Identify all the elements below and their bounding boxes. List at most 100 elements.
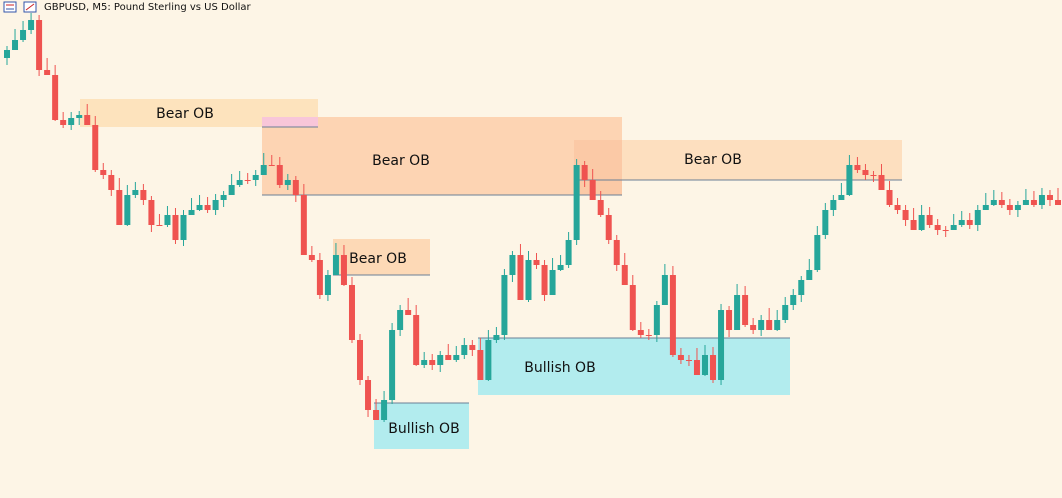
candle-body xyxy=(332,255,339,275)
candle-body xyxy=(661,275,668,305)
candle-body xyxy=(228,185,235,195)
candle-body xyxy=(950,225,957,230)
candle-body xyxy=(357,340,364,380)
candle-body xyxy=(220,195,227,200)
header-title: GBPUSD, M5: Pound Sterling vs US Dollar xyxy=(44,2,252,13)
candle-body xyxy=(116,190,123,225)
candle-body xyxy=(36,20,43,70)
candle-body xyxy=(20,30,27,40)
zone-labels: Bear OB Bear OB Bear OB Bear OB Bullish … xyxy=(156,106,742,437)
candle-body xyxy=(613,240,620,265)
candle-body xyxy=(870,175,877,176)
candle-body xyxy=(44,70,51,75)
candle-body xyxy=(541,265,548,295)
candle-body xyxy=(4,50,10,58)
candle-body xyxy=(188,210,195,215)
candle-body xyxy=(677,355,684,360)
candle-body xyxy=(742,295,749,325)
candle-body xyxy=(485,340,492,380)
candle-body xyxy=(68,118,75,125)
candle-body xyxy=(581,165,588,180)
candle-body xyxy=(292,180,299,195)
candle-body xyxy=(926,215,933,225)
candle-body xyxy=(710,355,717,380)
candle-body xyxy=(637,330,644,335)
candle-body xyxy=(862,170,869,175)
candle-body xyxy=(348,285,355,340)
bear-zone xyxy=(333,239,430,275)
candle-body xyxy=(84,115,91,125)
candle-body xyxy=(573,165,580,240)
candle-body xyxy=(517,255,524,300)
candle-body xyxy=(148,200,155,225)
icon xyxy=(25,3,35,11)
candle-body xyxy=(300,195,307,255)
candle-body xyxy=(260,165,267,175)
candle-body xyxy=(76,115,83,118)
candle-body xyxy=(12,40,19,50)
candle-body xyxy=(469,345,476,350)
candle-body xyxy=(268,165,275,166)
candle-body xyxy=(156,225,163,226)
candle-body xyxy=(276,165,283,185)
candle-body xyxy=(509,255,516,275)
candle-body xyxy=(413,315,420,365)
candle-body xyxy=(132,190,139,195)
candle-body xyxy=(252,175,259,180)
candle-body xyxy=(1055,200,1061,205)
zones xyxy=(80,99,902,449)
candle-body xyxy=(92,125,99,170)
candle-body xyxy=(958,220,965,225)
zone-label: Bear OB xyxy=(372,153,430,169)
candle-body xyxy=(766,320,773,330)
zone-label: Bear OB xyxy=(156,106,214,122)
candle-body xyxy=(565,240,572,265)
candle-body xyxy=(966,220,973,225)
candle-body xyxy=(164,215,171,225)
candle-body xyxy=(934,225,941,230)
overlap xyxy=(262,117,318,127)
candle-body xyxy=(389,330,396,400)
candle-body xyxy=(798,280,805,295)
candle-body xyxy=(782,305,789,320)
zone-label: Bullish OB xyxy=(388,421,459,437)
candle-body xyxy=(437,355,444,365)
candle-body xyxy=(28,20,35,30)
candle-body xyxy=(750,325,757,330)
candle-body xyxy=(445,355,452,360)
candle-body xyxy=(918,215,925,230)
candle-body xyxy=(1038,195,1045,205)
candle-body xyxy=(846,165,853,195)
candle-body xyxy=(589,180,596,200)
candle-body xyxy=(124,195,131,225)
candle-body xyxy=(172,215,179,240)
candle-body xyxy=(718,310,725,380)
candle-body xyxy=(886,190,893,205)
candle-body xyxy=(180,215,187,240)
candle-body xyxy=(52,75,59,120)
candle-body xyxy=(316,260,323,295)
candle-body xyxy=(693,360,700,375)
candle-body xyxy=(838,195,845,200)
candle-body xyxy=(854,165,861,170)
candle-body xyxy=(806,270,813,280)
candle-body xyxy=(822,210,829,235)
candle-body xyxy=(645,335,652,336)
zone-label: Bear OB xyxy=(349,251,407,267)
candle-body xyxy=(501,275,508,335)
candle-body xyxy=(734,295,741,330)
candle-body xyxy=(629,285,636,330)
candle-body xyxy=(669,275,676,355)
candle-body xyxy=(942,230,949,231)
candle-body xyxy=(236,180,243,185)
candle-body xyxy=(108,175,115,190)
candle-body xyxy=(60,120,67,125)
candle-body xyxy=(557,265,564,270)
candle-body xyxy=(204,205,211,210)
bear-zone xyxy=(262,117,622,195)
candle-body xyxy=(774,320,781,330)
bullish-zone xyxy=(374,403,469,449)
candle-body xyxy=(1046,195,1053,200)
